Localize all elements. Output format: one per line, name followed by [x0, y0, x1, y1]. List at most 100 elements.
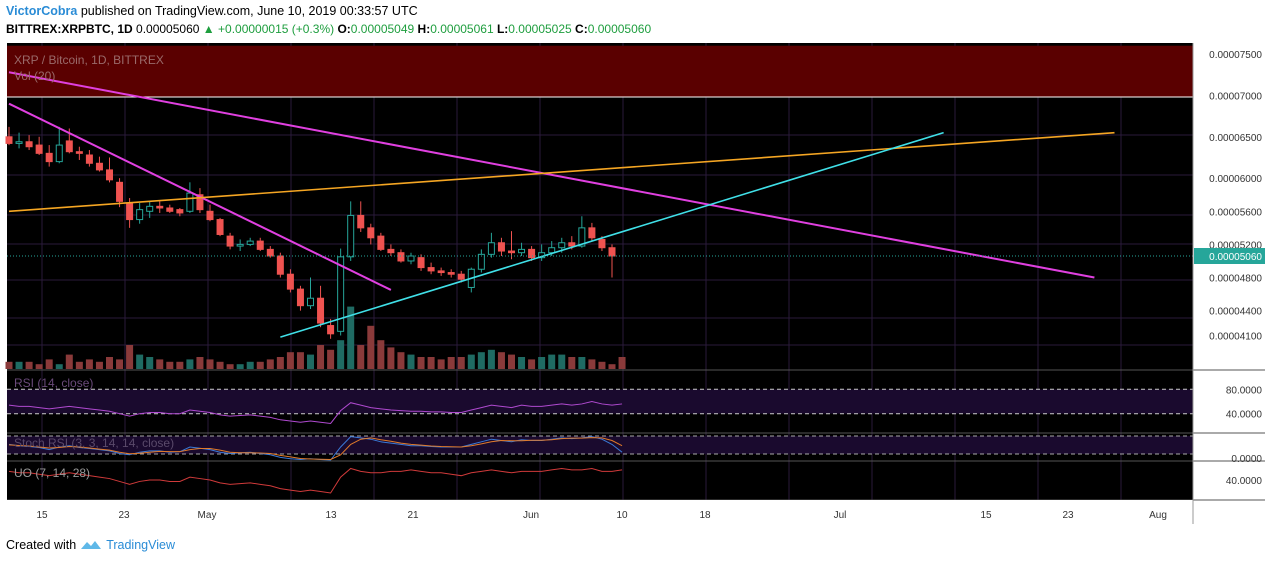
price-tick-label: 0.00007000	[1209, 91, 1262, 102]
volume-bar	[417, 357, 425, 369]
price-change: +0.00000015 (+0.3%)	[218, 22, 335, 36]
candle-body	[598, 238, 606, 249]
candle-body	[407, 255, 415, 262]
publish-info: VictorCobra published on TradingView.com…	[6, 4, 418, 18]
candle	[608, 244, 616, 278]
price-tick-label: 0.00004400	[1209, 307, 1262, 318]
chart-background	[7, 43, 1193, 500]
volume-bar	[447, 357, 455, 369]
volume-bar	[497, 352, 505, 369]
candle-body	[518, 248, 526, 254]
candle-body	[136, 209, 144, 221]
candle	[508, 231, 515, 260]
candle	[487, 232, 495, 258]
volume-bar	[487, 349, 495, 369]
last-price: 0.00005060	[136, 22, 200, 36]
rsi-line	[8, 400, 623, 424]
symbol-label: BITTREX:XRPBTC, 1D	[6, 22, 133, 36]
candle-body	[548, 247, 556, 254]
volume-bar	[35, 364, 43, 369]
candle-body	[286, 273, 294, 290]
candle	[106, 157, 113, 183]
candle	[196, 188, 204, 213]
x-tick-label: Aug	[1149, 510, 1167, 521]
x-tick-label: 15	[980, 510, 992, 521]
volume-bar	[508, 354, 515, 369]
volume-bar	[75, 361, 83, 369]
tradingview-brand[interactable]: TradingView	[106, 538, 175, 552]
tradingview-logo-icon	[81, 541, 102, 549]
volume-bar	[377, 340, 385, 369]
candle-body	[65, 140, 73, 153]
volume-bar	[276, 357, 284, 369]
candle	[296, 285, 304, 311]
volume-bar	[568, 357, 576, 369]
volume-bar	[256, 361, 264, 369]
x-tick-label: 23	[118, 510, 130, 521]
trendline-orange	[8, 131, 1115, 213]
volume-bar	[467, 354, 475, 369]
candle-body	[437, 270, 445, 274]
price-tick-label: 0.00005600	[1209, 207, 1262, 218]
candle-body	[55, 144, 63, 163]
candle	[85, 150, 93, 167]
stoch-pane-label: Stoch RSI (3, 3, 14, 14, close)	[14, 436, 174, 450]
trendline-magenta	[8, 71, 1095, 279]
price-tick-label: 0.00004800	[1209, 274, 1262, 285]
volume-bar	[598, 361, 606, 369]
candle-body	[35, 144, 43, 154]
candle-body	[508, 250, 515, 254]
rsi-tick-label: 40.0000	[1226, 410, 1263, 421]
volume-bar	[266, 359, 274, 369]
candle-body	[558, 242, 566, 249]
candle	[116, 178, 124, 208]
candle-body	[417, 257, 425, 269]
candle	[518, 242, 526, 256]
candle-body	[317, 297, 325, 324]
volume-bar	[296, 352, 304, 369]
candle-body	[578, 227, 586, 247]
volume-bar	[548, 354, 556, 369]
candle-body	[95, 162, 103, 171]
candle-body	[116, 181, 124, 202]
stoch-d-line	[8, 437, 623, 460]
close-label: C:	[575, 22, 588, 36]
candle	[387, 244, 395, 256]
volume-bar	[95, 361, 103, 369]
chart-canvas[interactable]: 0.00007500 0.00007000 0.00006500 0.00006000…	[0, 42, 1273, 526]
candle-body	[256, 240, 264, 250]
candle	[427, 262, 435, 275]
candle	[15, 132, 23, 149]
volume-bar	[387, 347, 395, 369]
volume-bar	[236, 364, 244, 369]
volume-bar	[457, 357, 465, 369]
candle	[256, 237, 264, 252]
candle	[317, 285, 325, 328]
volume-bar	[608, 364, 616, 369]
author-link[interactable]: VictorCobra	[6, 4, 78, 18]
candle-body	[45, 152, 53, 163]
candle-body	[176, 209, 184, 214]
volume-bar	[518, 357, 526, 369]
volume-bar	[286, 352, 294, 369]
candle	[588, 222, 596, 242]
rsi-pane-label: RSI (14, close)	[14, 376, 93, 390]
volume-bar	[246, 361, 254, 369]
low-value: 0.00005025	[508, 22, 572, 36]
candle-body	[166, 207, 174, 212]
up-arrow-icon: ▲	[202, 22, 215, 36]
candle	[286, 269, 294, 293]
candle	[357, 201, 365, 232]
candle-body	[226, 235, 234, 247]
candle	[497, 237, 505, 256]
volume-bar	[176, 361, 184, 369]
x-tick-label: May	[198, 510, 217, 521]
volume-bar	[347, 306, 355, 369]
candle-body	[387, 248, 395, 254]
volume-bar	[156, 359, 164, 369]
candle-body	[126, 202, 134, 221]
x-tick-label: 10	[616, 510, 628, 521]
rsi-tick-label: 80.0000	[1226, 385, 1263, 396]
x-tick-label: Jun	[523, 510, 539, 521]
volume-bar	[538, 357, 546, 369]
